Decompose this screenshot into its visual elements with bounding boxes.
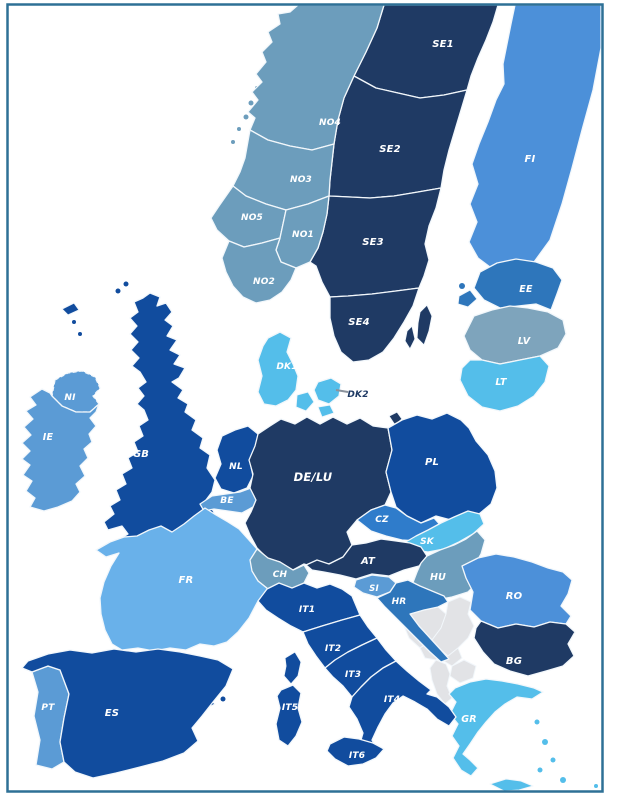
zone-label-se4: SE4 <box>348 317 370 328</box>
funen-shape <box>295 391 315 412</box>
zone-label-no2: NO2 <box>253 277 275 287</box>
zone-fr[interactable] <box>95 507 269 652</box>
zone-label-no4: NO4 <box>319 118 341 128</box>
zone-label-dk2: DK2 <box>347 390 368 400</box>
aegean-island-6-shape <box>594 784 598 788</box>
balkan-albania-shape <box>429 659 453 705</box>
zone-label-de-lu: DE/LU <box>294 470 333 484</box>
zone-it5[interactable] <box>275 684 303 747</box>
zone-label-it6: IT6 <box>349 751 365 761</box>
zone-label-cz: CZ <box>375 515 389 525</box>
hiiumaa-shape <box>459 283 465 289</box>
zone-label-pl: PL <box>425 457 439 468</box>
zone-dk2[interactable] <box>313 377 342 405</box>
zone-gr[interactable] <box>448 678 544 777</box>
aegean-island-3-shape <box>550 757 556 763</box>
menorca-shape <box>220 696 226 702</box>
zone-label-fr: FR <box>179 575 194 586</box>
zone-label-nl: NL <box>229 462 243 472</box>
zone-lt[interactable] <box>459 355 550 412</box>
zone-label-se3: SE3 <box>362 237 384 248</box>
zone-label-it4: IT4 <box>384 695 400 705</box>
aegean-island-1-shape <box>534 719 540 725</box>
norway-isle-2-shape <box>237 127 241 131</box>
hebrides-3-shape <box>78 332 82 336</box>
zone-label-be: BE <box>220 496 234 506</box>
corsica-shape <box>283 651 302 685</box>
zone-label-gb: GB <box>133 449 149 460</box>
zone-label-dk1: DK1 <box>276 362 297 372</box>
zone-label-it2: IT2 <box>325 644 341 654</box>
dk2-callout-line <box>335 389 349 393</box>
zone-label-lt: LT <box>495 377 508 388</box>
zone-lv[interactable] <box>463 305 567 365</box>
zone-pl[interactable] <box>385 412 498 524</box>
saaremaa-shape <box>457 289 478 308</box>
zone-ro[interactable] <box>461 553 573 629</box>
zone-label-fi: FI <box>525 154 536 165</box>
zone-label-sk: SK <box>420 537 435 547</box>
zone-label-es: ES <box>105 708 119 719</box>
zone-dk1[interactable] <box>257 331 299 407</box>
zone-label-ch: CH <box>273 570 288 580</box>
zone-at[interactable] <box>305 538 428 580</box>
oland-shape <box>404 325 416 350</box>
aegean-island-2-shape <box>542 739 548 745</box>
zone-label-at: AT <box>360 556 376 567</box>
norway-isle-3-shape <box>248 100 254 106</box>
zone-label-ni: NI <box>64 393 76 403</box>
orkney-1-shape <box>115 288 121 294</box>
zone-label-gr: GR <box>461 714 477 725</box>
zone-label-no1: NO1 <box>292 230 314 240</box>
norway-isle-1-shape <box>243 114 249 120</box>
aegean-island-4-shape <box>537 767 543 773</box>
zone-it6[interactable] <box>326 736 385 767</box>
zone-label-no5: NO5 <box>241 213 263 223</box>
zone-label-no3: NO3 <box>290 175 312 185</box>
zone-label-ie: IE <box>43 432 54 443</box>
hebrides-2-shape <box>72 320 76 324</box>
zone-no2[interactable] <box>221 237 297 304</box>
zone-label-lv: LV <box>518 336 531 347</box>
zone-no4[interactable] <box>247 5 385 151</box>
norway-isle-5-shape <box>231 140 235 144</box>
zone-it1[interactable] <box>257 582 361 633</box>
zone-ie[interactable] <box>21 388 100 512</box>
zone-label-ro: RO <box>506 591 523 602</box>
aegean-island-5-shape <box>560 777 566 783</box>
gotland-shape <box>416 304 433 346</box>
zone-label-ee: EE <box>519 284 533 295</box>
zone-label-si: SI <box>369 584 379 594</box>
zone-label-bg: BG <box>506 656 522 667</box>
zone-hr[interactable] <box>376 579 450 663</box>
orkney-2-shape <box>123 281 129 287</box>
hebrides-shape <box>61 302 80 316</box>
zone-label-it1: IT1 <box>299 605 315 615</box>
zone-de-lu[interactable] <box>244 416 393 571</box>
zone-ee[interactable] <box>473 258 563 311</box>
zone-fi[interactable] <box>468 5 602 273</box>
zone-label-it3: IT3 <box>345 670 361 680</box>
zone-label-hu: HU <box>430 572 446 583</box>
lolland-shape <box>317 404 335 418</box>
zone-label-se1: SE1 <box>432 39 454 50</box>
zone-sk[interactable] <box>403 510 485 553</box>
zone-nl[interactable] <box>214 425 259 494</box>
zone-label-hr: HR <box>392 597 407 607</box>
zone-es[interactable] <box>21 648 234 779</box>
zone-label-pt: PT <box>41 703 55 713</box>
zone-se4[interactable] <box>329 287 420 363</box>
zone-label-se2: SE2 <box>379 144 401 155</box>
balkan-macedonia-shape <box>449 659 477 684</box>
zone-label-it5: IT5 <box>282 703 298 713</box>
map-frame-border <box>6 3 604 793</box>
crete-shape <box>489 778 534 791</box>
zone-bg[interactable] <box>473 620 576 677</box>
